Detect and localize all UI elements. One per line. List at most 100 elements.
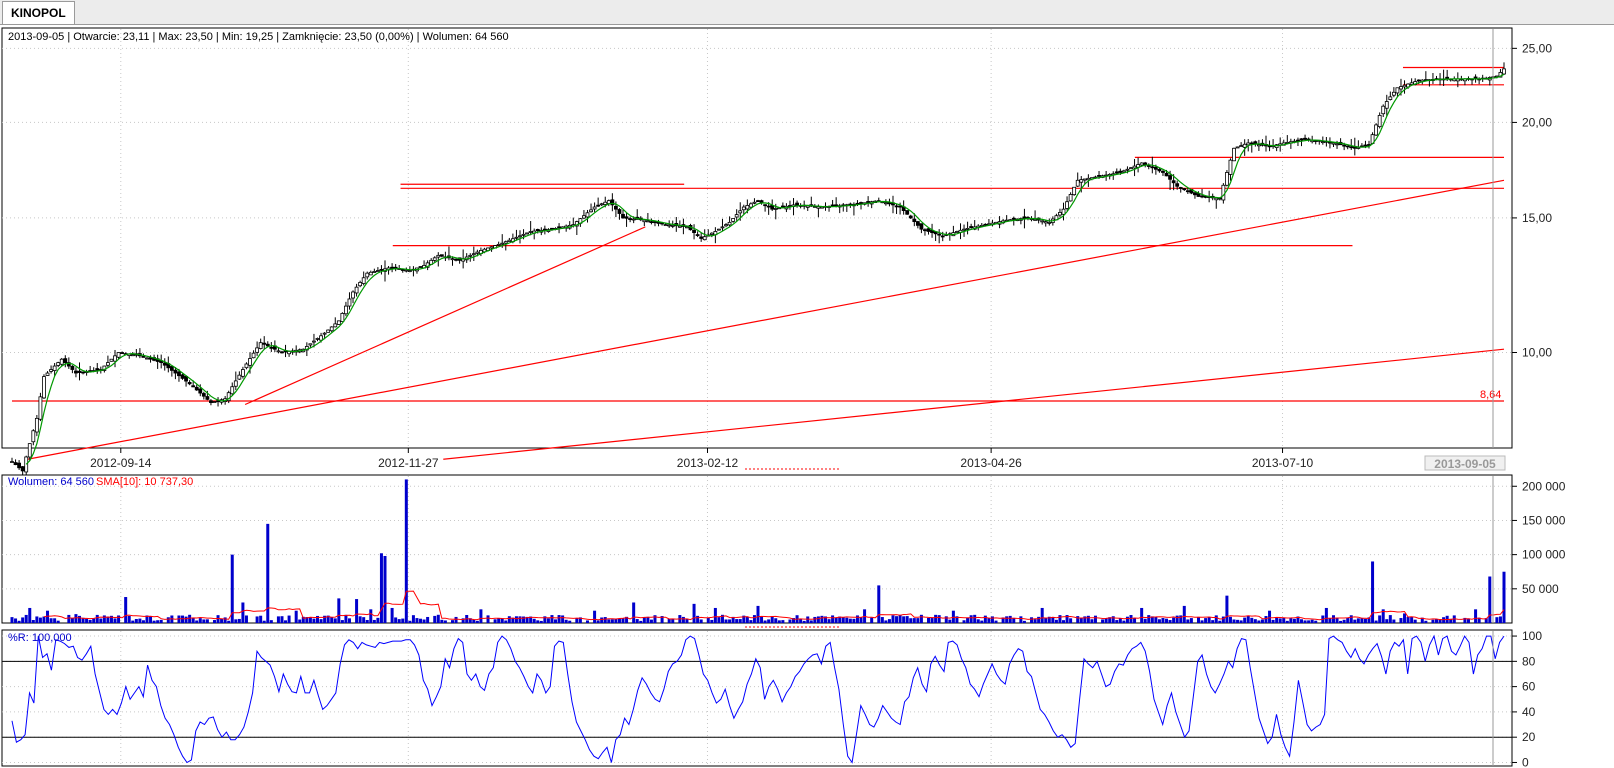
candle-body (763, 204, 768, 207)
candle-body (177, 371, 181, 377)
volume-bar (969, 615, 973, 623)
volume-bar (1278, 618, 1282, 623)
volume-bar (1228, 616, 1232, 623)
candle-body (1335, 143, 1339, 146)
candle-body (503, 241, 508, 244)
volume-bar (699, 619, 703, 623)
volume-bar (1008, 615, 1012, 623)
candle-body (628, 218, 633, 220)
volume-bar (507, 616, 511, 623)
candle-body (390, 266, 395, 269)
volume-bar (1012, 617, 1016, 623)
candle-body (983, 223, 988, 226)
volume-bar (504, 620, 508, 623)
volume-bar (31, 620, 35, 623)
candle-body (702, 236, 707, 241)
candle-body (1502, 68, 1506, 75)
volume-bar (696, 615, 700, 623)
chart-area[interactable]: 10,00 15,00 20,00 25,00 2012-09-14 2012-11-2… (0, 25, 1614, 768)
volume-bar (138, 618, 142, 623)
candle-body (1239, 145, 1244, 148)
volume-bar (962, 620, 966, 623)
date-tick-label: 2012-11-27 (378, 456, 439, 470)
volume-bar (845, 617, 849, 623)
volume-bar (262, 620, 266, 623)
volume-bar (934, 614, 938, 623)
trend-line[interactable] (244, 226, 646, 406)
candle-body (1168, 175, 1172, 180)
volume-bar (788, 619, 792, 623)
volume-bar (1296, 616, 1300, 623)
volume-bar (1122, 620, 1126, 623)
volume-bar (333, 618, 337, 623)
volume-bar (1019, 616, 1023, 623)
candle-body (621, 213, 625, 219)
candle-body (1409, 82, 1414, 85)
volume-bar (404, 479, 408, 623)
volume-bar (1300, 619, 1304, 623)
volume-bar (88, 619, 92, 623)
candle-body (315, 338, 320, 340)
volume-bar (774, 618, 778, 623)
volume-bar (337, 598, 341, 623)
candle-body (752, 201, 757, 204)
volume-bar (390, 607, 394, 623)
volume-bar (1069, 618, 1073, 623)
volume-bar (433, 615, 437, 623)
volume-bar (227, 620, 231, 623)
volume-bar (379, 553, 383, 623)
volume-bar (1108, 617, 1112, 623)
volume-bar (1182, 605, 1186, 623)
volume-bar (973, 614, 977, 623)
candle-body (1157, 168, 1162, 172)
volume-bar (1118, 618, 1122, 623)
price-y-tick-label: 20,00 (1522, 115, 1552, 129)
trend-line[interactable] (443, 348, 1505, 460)
volume-bar (1403, 613, 1407, 623)
volume-panel[interactable]: 50 000 100 000 150 000 200 000 Wolumen: 64 … (1, 474, 1566, 628)
volume-bar (660, 616, 664, 623)
candle-body (251, 352, 256, 359)
volume-bar (1062, 620, 1066, 623)
volume-bar (166, 617, 170, 623)
candle-body (248, 358, 252, 366)
candle-body (1146, 165, 1151, 167)
candle-body (418, 266, 423, 268)
volume-bar (1449, 618, 1453, 623)
tab-kinopol[interactable]: KINOPOL (2, 1, 75, 24)
volume-bar (70, 618, 74, 623)
volume-bar (156, 620, 160, 623)
volume-bar (10, 617, 14, 623)
wr-y-axis: 0 20 40 60 80 100 (1512, 629, 1542, 768)
volume-bar (827, 619, 831, 623)
volume-bar (738, 619, 742, 623)
candle-body (201, 393, 206, 397)
williams-r-panel[interactable]: 0 20 40 60 80 100 %R: 100,000 (1, 629, 1542, 768)
candle-body (1125, 168, 1130, 171)
candle-body (1043, 221, 1048, 224)
volume-bar (614, 618, 618, 623)
volume-bar (585, 620, 589, 623)
volume-bar (1115, 620, 1119, 623)
candle-body (912, 218, 917, 223)
candle-body (63, 358, 68, 364)
trend-line[interactable] (27, 179, 1505, 460)
candle-body (614, 205, 618, 210)
candle-body (191, 385, 196, 388)
volume-bar (450, 620, 454, 623)
volume-bar (415, 618, 419, 623)
volume-bar (259, 615, 263, 623)
candle-body (1221, 184, 1226, 201)
volume-bar (554, 619, 558, 623)
candle-body (1022, 216, 1027, 219)
candle-body (209, 400, 213, 403)
volume-bar (1090, 619, 1094, 623)
volume-bar (106, 616, 110, 623)
volume-bar (593, 610, 597, 623)
candle-body (1143, 162, 1148, 165)
volume-bar (188, 614, 192, 623)
volume-bar (1406, 616, 1410, 623)
volume-bar (838, 616, 842, 623)
volume-bar (1484, 618, 1488, 623)
price-panel[interactable]: 10,00 15,00 20,00 25,00 2012-09-14 2012-11-2… (1, 27, 1552, 477)
